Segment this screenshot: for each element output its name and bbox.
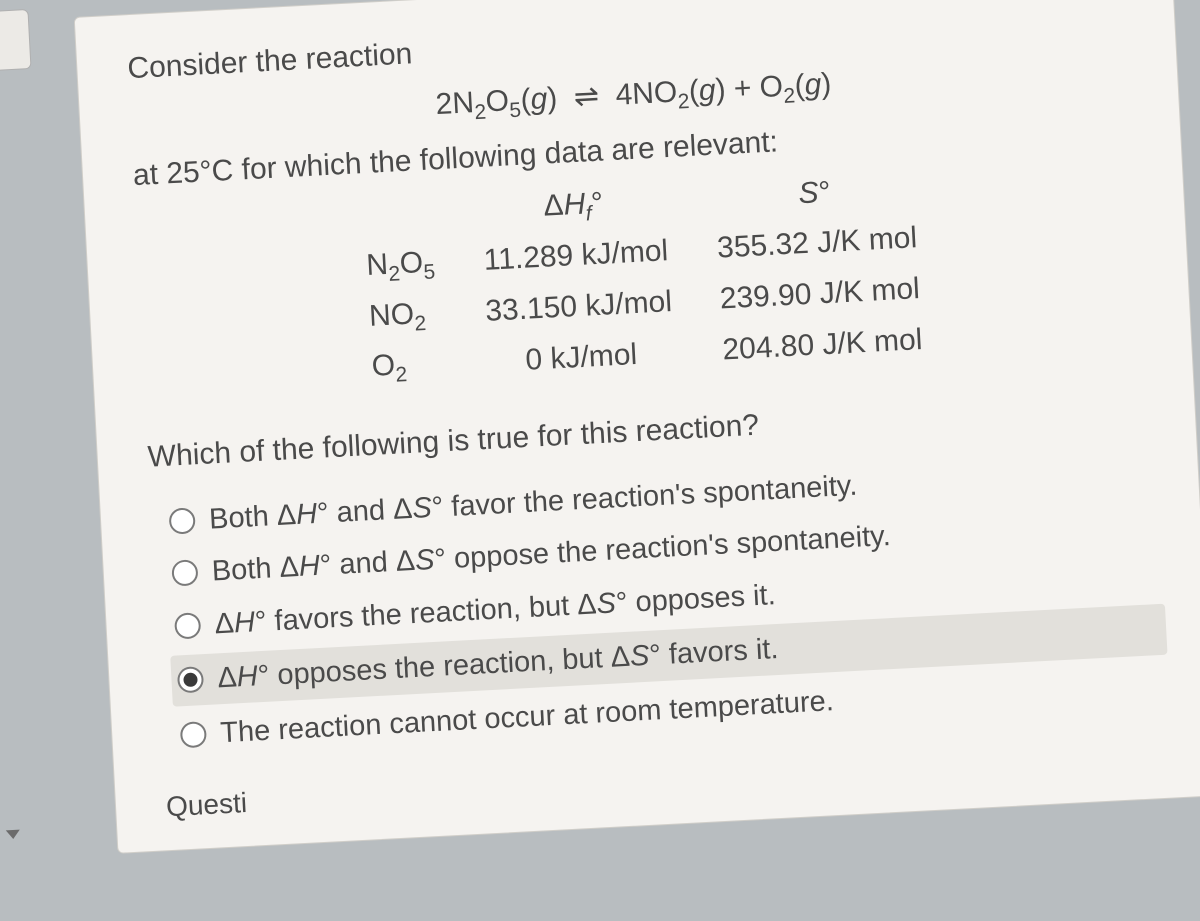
table-header-cell: [339, 187, 458, 244]
chevron-down-icon[interactable]: [6, 830, 20, 840]
table-cell: N2O5: [341, 237, 460, 294]
options-group: Both ΔH° and ΔS° favor the reaction's sp…: [150, 447, 1170, 759]
radio-icon[interactable]: [174, 612, 201, 639]
radio-icon[interactable]: [169, 507, 196, 534]
table-cell: NO2: [344, 288, 463, 345]
table-body: N2O511.289 kJ/mol355.32 J/K molNO233.150…: [341, 212, 947, 395]
question-card: Consider the reaction 2N2O5(g) ⇌ 4NO2(g)…: [74, 0, 1200, 854]
table-cell: O2: [347, 338, 466, 395]
radio-icon[interactable]: [180, 721, 207, 748]
page-rotation-wrap: Consider the reaction 2N2O5(g) ⇌ 4NO2(g)…: [0, 0, 1200, 921]
radio-icon[interactable]: [171, 560, 198, 587]
thermo-data-table: ΔHf°S° N2O511.289 kJ/mol355.32 J/K molNO…: [339, 162, 948, 395]
table-cell: 0 kJ/mol: [463, 326, 700, 389]
radio-icon[interactable]: [177, 666, 204, 693]
